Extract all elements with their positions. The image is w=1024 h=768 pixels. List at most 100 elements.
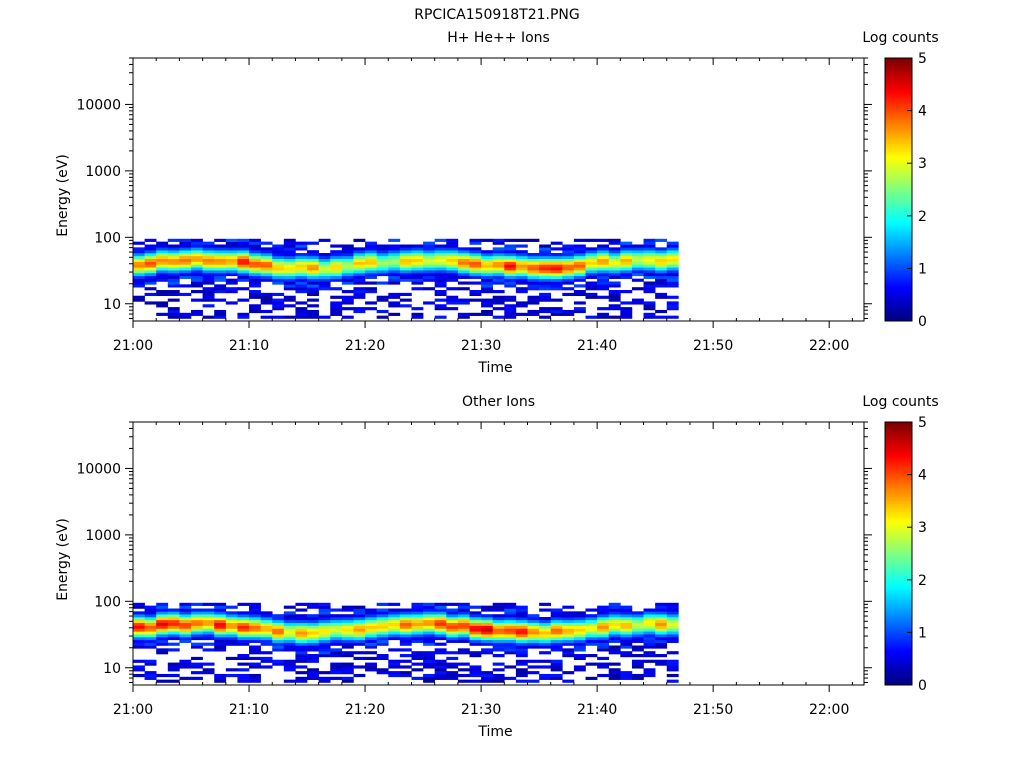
- spectrogram-cell: [527, 659, 540, 663]
- spectrogram-cell: [666, 605, 679, 609]
- spectrogram-cell: [167, 679, 180, 683]
- spectrogram-cell: [411, 272, 424, 277]
- spectrogram-cell: [283, 642, 296, 646]
- spectrogram-cell: [399, 255, 412, 260]
- spectrogram-cell: [388, 673, 401, 678]
- spectrogram-cell: [597, 665, 610, 669]
- spectrogram-cell: [643, 628, 656, 632]
- spectrogram-cell: [492, 648, 505, 652]
- spectrogram-cell: [597, 608, 610, 612]
- spectrogram-cell: [423, 634, 435, 638]
- spectrogram-cell: [388, 662, 401, 666]
- spectrogram-cell: [620, 255, 633, 260]
- spectrogram-cell: [399, 611, 412, 615]
- spectrogram-cell: [539, 244, 552, 248]
- spectrogram-cell: [573, 275, 586, 279]
- spectrogram-cell: [179, 602, 192, 606]
- spectrogram-cell: [179, 315, 192, 319]
- spectrogram-cell: [573, 250, 586, 254]
- spectrogram-cell: [144, 275, 157, 279]
- spectrogram-cell: [156, 617, 169, 621]
- spectrogram-cell: [666, 267, 679, 271]
- spectrogram-cell: [353, 255, 366, 260]
- spectrogram-cell: [597, 622, 610, 626]
- spectrogram-cell: [202, 622, 215, 626]
- spectrogram-cell: [365, 264, 377, 268]
- colorbar-segment: [885, 132, 912, 136]
- spectrogram-cell: [283, 250, 296, 254]
- spectrogram-cell: [597, 636, 610, 641]
- spectrogram-cell: [167, 619, 180, 624]
- spectrogram-cell: [597, 284, 610, 288]
- spectrogram-cell: [249, 611, 261, 615]
- spectrogram-cell: [167, 642, 180, 646]
- spectrogram-cell: [167, 625, 180, 629]
- spectrogram-cell: [620, 622, 633, 626]
- spectrogram-cell: [504, 281, 517, 285]
- colorbar-segment: [885, 106, 912, 109]
- x-tick-label: 22:00: [809, 338, 849, 354]
- spectrogram-cell: [388, 247, 401, 251]
- spectrogram-cell: [434, 605, 447, 609]
- colorbar-segment: [885, 647, 912, 651]
- spectrogram-cell: [504, 238, 517, 242]
- spectrogram-cell: [504, 304, 517, 308]
- spectrogram-cell: [539, 275, 552, 279]
- spectrogram-cell: [260, 253, 273, 257]
- spectrogram-cell: [539, 307, 552, 311]
- spectrogram-cell: [388, 304, 401, 308]
- spectrogram-cell: [539, 625, 552, 629]
- spectrogram-cell: [666, 275, 679, 279]
- spectrogram-cell: [481, 287, 493, 291]
- spectrogram-cell: [341, 617, 354, 621]
- spectrogram-cell: [167, 665, 180, 669]
- spectrogram-cell: [457, 634, 470, 638]
- spectrogram-cell: [481, 301, 493, 305]
- spectrogram-cell: [550, 261, 563, 265]
- spectrogram-cell: [504, 312, 517, 316]
- spectrogram-cell: [423, 605, 435, 609]
- spectrogram-cell: [620, 307, 633, 311]
- spectrogram-cell: [133, 298, 145, 302]
- spectrogram-cell: [283, 614, 296, 618]
- spectrogram-cell: [353, 639, 366, 643]
- spectrogram-cell: [376, 255, 389, 260]
- spectrogram-cell: [156, 267, 169, 271]
- spectrogram-cell: [423, 625, 435, 629]
- spectrogram-cell: [434, 628, 447, 632]
- spectrogram-cell: [295, 258, 308, 262]
- spectrogram-cell: [585, 315, 598, 319]
- spectrogram-cell: [156, 275, 169, 279]
- colorbar-segment: [885, 503, 912, 506]
- spectrogram-cell: [434, 665, 447, 669]
- spectrogram-cell: [515, 270, 528, 274]
- spectrogram-cell: [376, 315, 389, 319]
- spectrogram-cell: [643, 608, 656, 612]
- spectrogram-cell: [492, 247, 505, 251]
- spectrogram-cell: [562, 634, 575, 638]
- spectrogram-cell: [608, 290, 621, 294]
- spectrogram-cell: [365, 636, 377, 641]
- spectrogram-cell: [423, 267, 435, 271]
- spectrogram-cell: [202, 611, 215, 615]
- colorbar-segment: [885, 487, 912, 491]
- spectrogram-cell: [353, 281, 366, 285]
- spectrogram-cell: [527, 270, 540, 274]
- spectrogram-cell: [237, 628, 250, 632]
- spectrogram-cell: [643, 611, 656, 615]
- spectrogram-cell: [434, 617, 447, 621]
- spectrogram-cell: [191, 238, 203, 242]
- spectrogram-cell: [283, 267, 296, 271]
- spectrogram-cell: [608, 295, 621, 299]
- spectrogram-cell: [504, 665, 517, 669]
- spectrogram-cell: [655, 639, 668, 643]
- spectrogram-cell: [388, 648, 401, 652]
- spectrogram-cell: [469, 673, 482, 678]
- spectrogram-cell: [481, 267, 493, 271]
- colorbar-segment: [885, 294, 912, 298]
- spectrogram-cell: [283, 617, 296, 621]
- spectrogram-cell: [214, 253, 227, 257]
- spectrogram-cell: [318, 631, 331, 635]
- spectrogram-cell: [202, 648, 215, 652]
